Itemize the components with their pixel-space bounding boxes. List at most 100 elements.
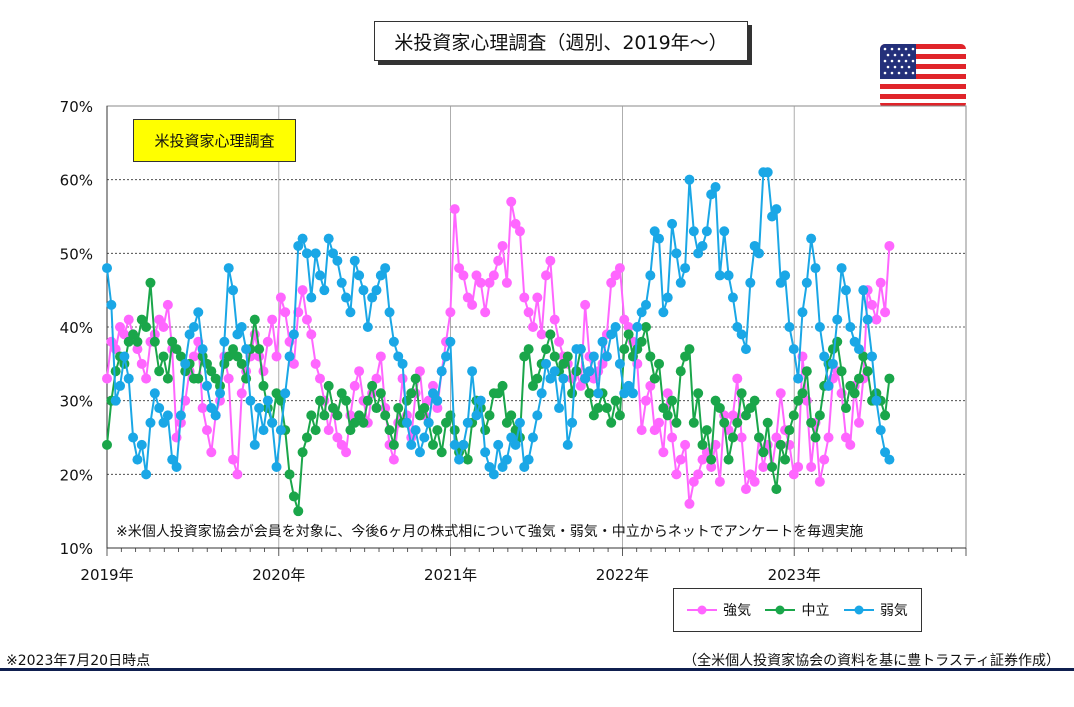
- data-point-bearish: [597, 336, 608, 347]
- data-point-bearish: [367, 292, 378, 303]
- legend-item-bearish: 弱気: [843, 600, 908, 620]
- data-point-bearish: [827, 358, 838, 369]
- data-point-bullish: [414, 366, 425, 377]
- data-point-bearish: [380, 263, 391, 274]
- legend-label-neutral: 中立: [801, 603, 830, 619]
- data-point-bearish: [388, 336, 399, 347]
- data-point-bearish: [606, 329, 617, 340]
- data-point-neutral: [102, 439, 112, 450]
- data-point-neutral: [567, 388, 578, 399]
- data-point-bearish: [267, 417, 278, 428]
- data-point-bearish: [580, 373, 591, 384]
- data-point-bearish: [332, 255, 343, 266]
- data-point-bearish: [567, 417, 578, 428]
- data-point-bearish: [345, 307, 356, 318]
- data-point-neutral: [549, 351, 560, 362]
- data-point-bearish: [714, 270, 725, 281]
- data-point-neutral: [362, 395, 373, 406]
- data-point-bearish: [210, 410, 221, 421]
- data-point-neutral: [797, 388, 808, 399]
- footer-source-note: （全米個人投資家協会の資料を基に豊トラスティ証券作成）: [683, 653, 1060, 669]
- data-point-bearish: [241, 344, 252, 355]
- data-point-bearish: [428, 388, 439, 399]
- legend-item-bullish: 強気: [687, 600, 751, 620]
- data-point-neutral: [406, 388, 417, 399]
- data-point-bullish: [280, 307, 291, 318]
- data-point-neutral: [684, 344, 695, 355]
- data-point-bullish: [549, 314, 560, 325]
- data-point-bearish: [341, 292, 352, 303]
- data-point-neutral: [297, 447, 308, 458]
- data-point-bearish: [497, 461, 508, 472]
- data-point-bullish: [136, 358, 147, 369]
- data-point-bearish: [201, 380, 212, 391]
- data-point-neutral: [532, 373, 543, 384]
- data-point-bullish: [680, 439, 691, 450]
- data-point-bearish: [849, 336, 860, 347]
- data-point-bearish: [771, 204, 782, 215]
- y-tick-label: 50%: [60, 245, 93, 263]
- data-point-bearish: [610, 322, 621, 332]
- data-point-neutral: [154, 366, 165, 377]
- data-point-neutral: [849, 388, 860, 399]
- x-tick-label: 2020年: [252, 566, 305, 584]
- data-point-bullish: [341, 447, 352, 458]
- legend-bullish-marker: [687, 605, 718, 615]
- data-point-bearish: [206, 403, 217, 414]
- data-point-bullish: [506, 196, 517, 207]
- data-point-bearish: [541, 358, 552, 369]
- data-point-bearish: [806, 233, 817, 244]
- data-point-bearish: [310, 248, 321, 259]
- data-point-bullish: [840, 432, 851, 443]
- data-point-bearish: [375, 270, 386, 281]
- data-point-bearish: [536, 388, 547, 399]
- data-point-bullish: [684, 498, 695, 509]
- data-point-bullish: [853, 417, 864, 428]
- data-point-bullish: [484, 277, 495, 288]
- data-point-bearish: [801, 277, 812, 288]
- data-point-bullish: [640, 395, 651, 406]
- data-point-bearish: [814, 322, 825, 332]
- data-point-neutral: [862, 366, 873, 377]
- data-point-bearish: [862, 314, 873, 325]
- data-point-bearish: [280, 388, 291, 399]
- data-point-neutral: [614, 410, 625, 421]
- data-point-bearish: [680, 263, 691, 274]
- data-point-bearish: [688, 226, 699, 237]
- data-point-bullish: [745, 469, 756, 480]
- data-point-neutral: [727, 432, 738, 443]
- data-point-bearish: [106, 299, 117, 310]
- data-point-bearish: [102, 263, 112, 274]
- data-point-bearish: [228, 285, 239, 296]
- data-point-neutral: [484, 410, 495, 421]
- data-point-bullish: [575, 380, 586, 391]
- data-point-bullish: [814, 476, 825, 487]
- data-point-bearish: [110, 395, 121, 406]
- data-point-bearish: [819, 351, 830, 362]
- data-point-bearish: [128, 432, 139, 443]
- data-point-bearish: [462, 417, 473, 428]
- data-point-bullish: [714, 476, 725, 487]
- data-point-neutral: [714, 403, 725, 414]
- data-point-bearish: [454, 454, 465, 465]
- data-point-bullish: [727, 410, 738, 421]
- data-point-bullish: [314, 373, 325, 384]
- data-point-bearish: [393, 351, 404, 362]
- data-point-bearish: [401, 417, 412, 428]
- data-point-bearish: [132, 454, 143, 465]
- data-point-bearish: [306, 292, 317, 303]
- data-point-bullish: [449, 204, 460, 215]
- data-point-bearish: [867, 351, 878, 362]
- data-point-neutral: [206, 366, 217, 377]
- data-point-bearish: [614, 358, 625, 369]
- data-point-bearish: [184, 329, 195, 340]
- data-point-bearish: [562, 439, 573, 450]
- data-point-bearish: [236, 322, 247, 332]
- data-point-bullish: [310, 358, 321, 369]
- data-point-bearish: [406, 439, 417, 450]
- data-point-bearish: [384, 307, 395, 318]
- data-point-bearish: [158, 417, 169, 428]
- data-point-bearish: [358, 285, 369, 296]
- data-point-bearish: [215, 388, 226, 399]
- data-point-neutral: [132, 336, 143, 347]
